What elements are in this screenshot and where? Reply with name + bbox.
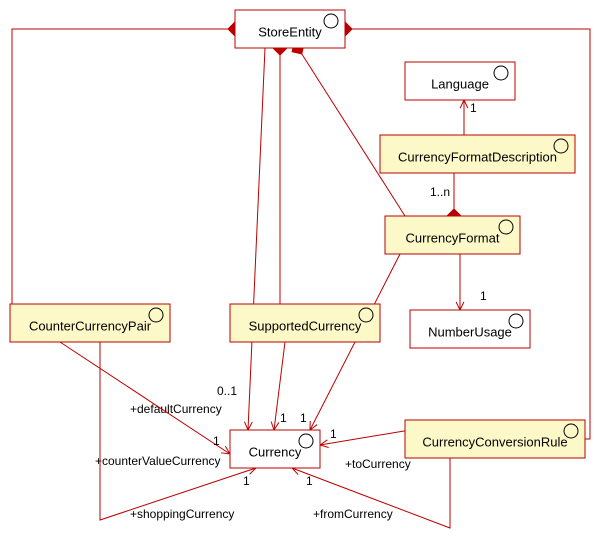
svg-text:+fromCurrency: +fromCurrency: [313, 507, 393, 521]
node-currency: Currency: [230, 430, 320, 468]
svg-text:+counterValueCurrency: +counterValueCurrency: [95, 454, 221, 468]
svg-text:1: 1: [480, 289, 487, 303]
svg-text:1: 1: [243, 474, 250, 488]
node-label-language: Language: [431, 76, 489, 91]
svg-text:1: 1: [306, 474, 313, 488]
node-label-currency: Currency: [249, 444, 302, 459]
node-storeEntity: StoreEntity: [235, 10, 345, 48]
node-label-currencyConversionRule: CurrencyConversionRule: [422, 434, 567, 449]
node-currencyFormatDescription: CurrencyFormatDescription: [380, 135, 575, 173]
node-label-currencyFormatDescription: CurrencyFormatDescription: [398, 149, 557, 164]
node-label-counterCurrencyPair: CounterCurrencyPair: [29, 318, 152, 333]
node-counterCurrencyPair: CounterCurrencyPair: [10, 304, 170, 342]
svg-text:1..n: 1..n: [430, 185, 450, 199]
svg-text:+shoppingCurrency: +shoppingCurrency: [130, 507, 234, 521]
node-currencyFormat: CurrencyFormat: [385, 216, 520, 254]
node-currencyConversionRule: CurrencyConversionRule: [405, 420, 585, 458]
svg-text:1: 1: [280, 411, 287, 425]
node-numberUsage: NumberUsage: [410, 310, 530, 348]
svg-text:+defaultCurrency: +defaultCurrency: [130, 402, 222, 416]
svg-text:1: 1: [213, 434, 220, 448]
svg-text:0..1: 0..1: [217, 384, 237, 398]
node-language: Language: [405, 62, 515, 100]
node-label-numberUsage: NumberUsage: [428, 324, 512, 339]
svg-text:1: 1: [470, 101, 477, 115]
node-supportedCurrency: SupportedCurrency: [230, 304, 380, 342]
svg-text:1: 1: [330, 427, 337, 441]
svg-text:1: 1: [300, 411, 307, 425]
node-label-supportedCurrency: SupportedCurrency: [249, 318, 362, 333]
node-label-storeEntity: StoreEntity: [258, 24, 322, 39]
node-label-currencyFormat: CurrencyFormat: [406, 230, 500, 245]
uml-diagram: 11..n1110..1+defaultCurrency1+counterVal…: [0, 0, 596, 546]
svg-text:+toCurrency: +toCurrency: [345, 457, 411, 471]
